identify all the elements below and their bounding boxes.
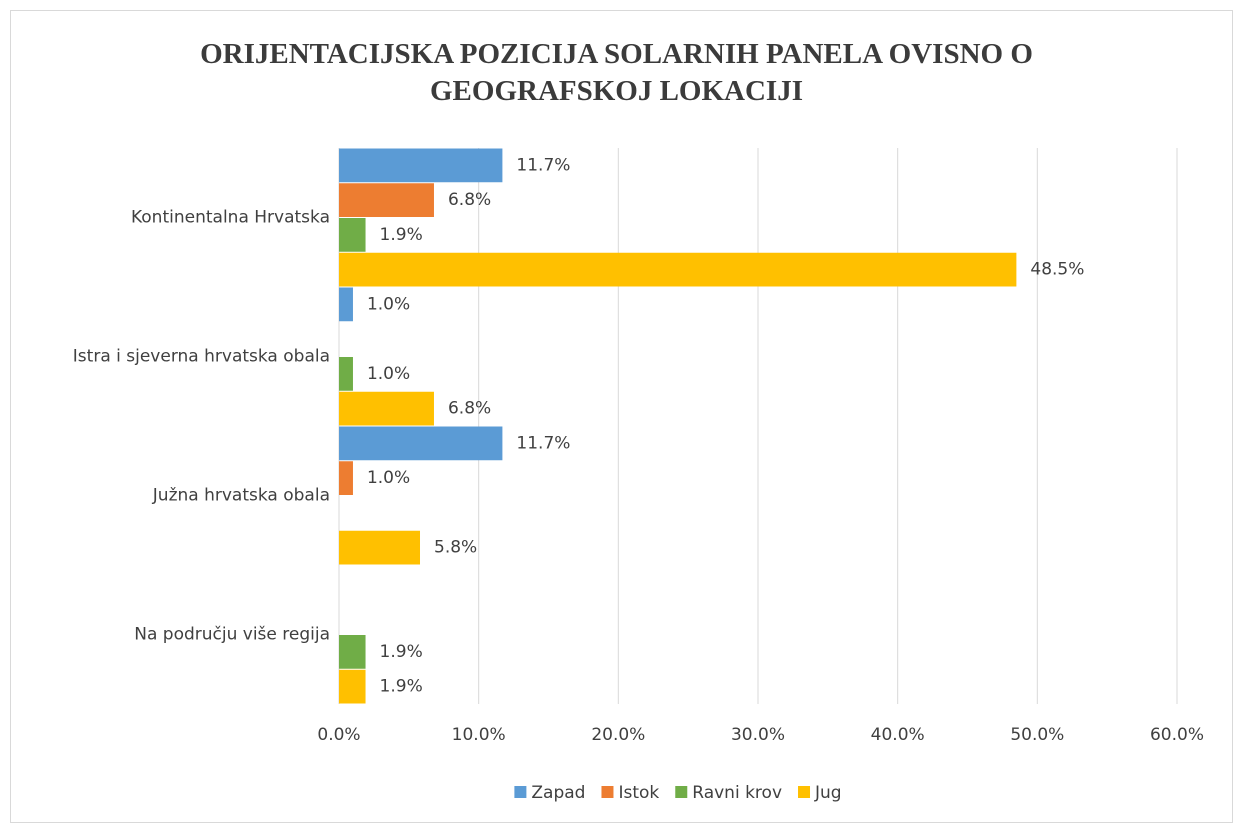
data-label: 5.8% — [434, 538, 477, 558]
bar — [339, 391, 434, 426]
data-label: 1.9% — [380, 225, 423, 245]
x-tick-label: 50.0% — [1010, 725, 1064, 745]
data-label: 6.8% — [448, 399, 491, 419]
x-tick-label: 30.0% — [731, 725, 785, 745]
legend-swatch — [798, 786, 811, 798]
x-tick-label: 40.0% — [871, 725, 925, 745]
data-label: 1.9% — [380, 677, 423, 697]
chart-border — [10, 10, 1233, 823]
legend-label: Jug — [814, 783, 842, 803]
legend-swatch — [514, 786, 527, 798]
y-tick-label: Kontinentalna Hrvatska — [131, 208, 330, 228]
data-label: 48.5% — [1030, 260, 1084, 280]
data-label: 1.0% — [367, 468, 410, 488]
bar — [339, 287, 353, 322]
y-tick-label: Istra i sjeverna hrvatska obala — [73, 347, 330, 367]
y-tick-label: Na području više regija — [134, 625, 330, 645]
x-tick-label: 60.0% — [1150, 725, 1204, 745]
x-tick-label: 20.0% — [591, 725, 645, 745]
bar — [339, 635, 366, 669]
bar — [339, 148, 503, 183]
legend-label: Istok — [618, 783, 659, 803]
legend-label: Zapad — [531, 783, 585, 803]
bar — [339, 252, 1017, 287]
chart-title: ORIJENTACIJSKA POZICIJA SOLARNIH PANELA … — [200, 38, 1033, 107]
x-tick-label: 10.0% — [452, 725, 506, 745]
bar — [339, 218, 366, 252]
data-label: 1.0% — [367, 364, 410, 384]
bar — [339, 669, 366, 704]
bar — [339, 426, 503, 461]
bar — [339, 461, 353, 495]
legend-label: Ravni krov — [692, 783, 782, 803]
data-label: 11.7% — [516, 155, 570, 175]
data-label: 6.8% — [448, 190, 491, 210]
bar — [339, 357, 353, 391]
data-label: 1.9% — [380, 642, 423, 662]
bar — [339, 530, 421, 565]
y-tick-label: Južna hrvatska obala — [152, 486, 330, 506]
data-label: 11.7% — [516, 433, 570, 453]
legend-swatch — [675, 786, 688, 798]
bar — [339, 183, 434, 217]
data-label: 1.0% — [367, 294, 410, 314]
x-tick-label: 0.0% — [317, 725, 360, 745]
legend-swatch — [601, 786, 614, 798]
